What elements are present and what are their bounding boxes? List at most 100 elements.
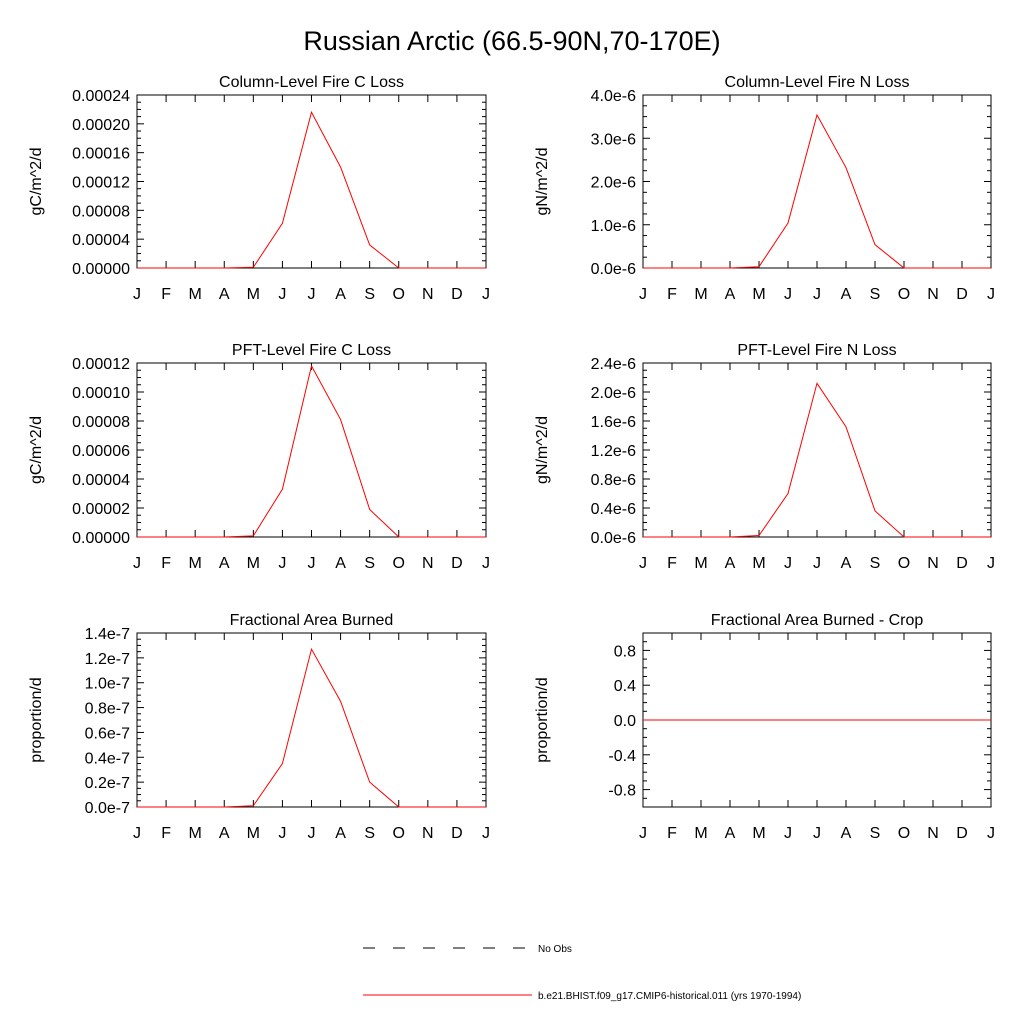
- y-tick-label: 0.2e-7: [85, 775, 130, 792]
- y-tick-label: 0.0e-7: [85, 800, 130, 817]
- y-tick-label: 0.8e-7: [85, 701, 130, 718]
- x-tick-label: J: [987, 825, 995, 842]
- x-tick-label: O: [898, 555, 910, 572]
- x-tick-label: N: [927, 555, 939, 572]
- y-tick-label: 4.0e-6: [591, 88, 636, 105]
- x-tick-label: O: [898, 825, 910, 842]
- y-tick-label: 2.0e-6: [591, 385, 636, 402]
- legend-label-model: b.e21.BHIST.f09_g17.CMIP6-historical.011…: [538, 991, 801, 1002]
- y-tick-label: 0.00012: [72, 356, 130, 373]
- y-tick-label: 3.0e-6: [591, 131, 636, 148]
- series-line-model: [137, 364, 486, 538]
- chart-panel: Fractional Area Burned - Crop proportion/…: [534, 612, 995, 842]
- x-tick-label: N: [927, 825, 939, 842]
- x-tick-label: M: [189, 286, 202, 303]
- y-axis-label: gN/m^2/d: [534, 148, 551, 216]
- y-tick-label: 0.00008: [72, 203, 130, 220]
- x-tick-label: M: [752, 555, 765, 572]
- y-tick-label: 0.00024: [72, 88, 130, 105]
- plot-frame: [642, 94, 992, 269]
- x-tick-label: N: [422, 555, 434, 572]
- x-tick-label: D: [956, 286, 968, 303]
- x-tick-label: J: [482, 286, 490, 303]
- y-tick-label: 0.0e-6: [591, 261, 636, 278]
- series-line-model: [137, 647, 486, 808]
- panel-title: Column-Level Fire N Loss: [725, 74, 910, 91]
- y-axis-label: proportion/d: [534, 677, 551, 762]
- x-tick-label: D: [451, 825, 463, 842]
- x-tick-label: S: [364, 825, 375, 842]
- x-tick-label: M: [752, 825, 765, 842]
- x-tick-label: J: [133, 825, 141, 842]
- y-tick-label: 0.0: [614, 713, 636, 730]
- x-tick-label: A: [725, 825, 736, 842]
- y-tick-label: 0.4: [614, 678, 636, 695]
- y-tick-label: 0.00002: [72, 501, 130, 518]
- y-tick-label: 0.00010: [72, 385, 130, 402]
- x-tick-label: M: [189, 825, 202, 842]
- x-tick-label: J: [813, 286, 821, 303]
- y-tick-label: 2.4e-6: [591, 356, 636, 373]
- y-tick-label: 1.2e-6: [591, 443, 636, 460]
- x-tick-label: F: [667, 555, 677, 572]
- x-tick-label: A: [725, 286, 736, 303]
- x-tick-label: J: [987, 555, 995, 572]
- x-tick-label: J: [639, 555, 647, 572]
- x-tick-label: D: [451, 286, 463, 303]
- x-tick-label: F: [667, 825, 677, 842]
- x-tick-label: D: [451, 555, 463, 572]
- x-tick-label: M: [247, 555, 260, 572]
- x-tick-label: J: [482, 555, 490, 572]
- panel-title: PFT-Level Fire C Loss: [232, 342, 391, 359]
- y-tick-label: 1.6e-6: [591, 414, 636, 431]
- x-tick-label: M: [694, 555, 707, 572]
- y-tick-label: 0.00004: [72, 232, 130, 249]
- panel-title: Fractional Area Burned - Crop: [711, 612, 924, 629]
- x-tick-label: J: [308, 825, 316, 842]
- x-tick-label: A: [841, 286, 852, 303]
- plot-frame: [136, 362, 487, 538]
- x-tick-label: S: [870, 555, 881, 572]
- x-tick-label: M: [247, 286, 260, 303]
- panel-title: Fractional Area Burned: [230, 612, 394, 629]
- x-tick-label: A: [219, 555, 230, 572]
- x-tick-label: O: [393, 286, 405, 303]
- x-tick-label: A: [841, 825, 852, 842]
- y-tick-label: 0.8: [614, 643, 636, 660]
- panel-title: PFT-Level Fire N Loss: [737, 342, 896, 359]
- x-tick-label: S: [870, 286, 881, 303]
- x-tick-label: J: [639, 825, 647, 842]
- x-tick-label: M: [247, 825, 260, 842]
- x-tick-label: J: [987, 286, 995, 303]
- y-tick-label: -0.8: [608, 783, 636, 800]
- x-tick-label: J: [308, 555, 316, 572]
- y-tick-label: 0.6e-7: [85, 725, 130, 742]
- plot-frame: [136, 94, 487, 269]
- y-axis-label: gN/m^2/d: [534, 416, 551, 484]
- legend: No Obs b.e21.BHIST.f09_g17.CMIP6-histori…: [363, 944, 801, 1002]
- x-tick-label: O: [393, 825, 405, 842]
- x-tick-label: F: [161, 555, 171, 572]
- x-tick-label: A: [219, 286, 230, 303]
- y-axis-label: gC/m^2/d: [28, 148, 45, 216]
- x-tick-label: F: [161, 286, 171, 303]
- series-line-model: [137, 110, 486, 269]
- x-tick-label: J: [278, 555, 286, 572]
- y-tick-label: 0.00000: [72, 261, 130, 278]
- x-tick-label: J: [133, 286, 141, 303]
- x-tick-label: D: [956, 825, 968, 842]
- x-tick-label: J: [784, 555, 792, 572]
- y-tick-label: 0.4e-6: [591, 501, 636, 518]
- x-tick-label: J: [133, 555, 141, 572]
- y-tick-label: 0.00016: [72, 146, 130, 163]
- x-tick-label: J: [278, 825, 286, 842]
- x-tick-label: M: [694, 286, 707, 303]
- x-tick-label: J: [813, 825, 821, 842]
- x-tick-label: M: [694, 825, 707, 842]
